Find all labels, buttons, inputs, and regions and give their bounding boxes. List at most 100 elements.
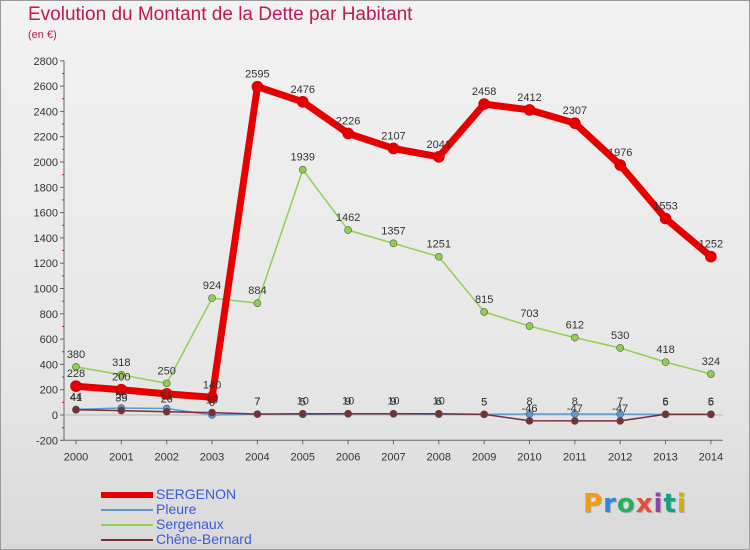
data-label: 228 xyxy=(67,368,85,380)
data-label: 9 xyxy=(390,396,396,408)
data-label: 5 xyxy=(662,396,668,408)
data-label: 318 xyxy=(112,357,130,369)
data-label: 884 xyxy=(248,285,266,297)
y-tick-label: 2600 xyxy=(34,81,58,93)
data-point xyxy=(480,308,488,316)
y-tick-label: 400 xyxy=(40,359,58,371)
data-point xyxy=(160,388,173,400)
x-tick-label: 2002 xyxy=(154,451,178,463)
data-label: 1357 xyxy=(381,225,405,237)
x-tick-label: 2000 xyxy=(64,451,88,463)
data-label: 10 xyxy=(297,396,309,408)
y-tick-label: 200 xyxy=(40,385,58,397)
data-point xyxy=(525,322,534,330)
data-label: 1251 xyxy=(427,239,451,251)
y-tick-label: 800 xyxy=(40,309,58,321)
data-label: 35 xyxy=(115,393,127,405)
data-point xyxy=(72,363,80,371)
x-tick-label: 2007 xyxy=(381,451,405,463)
data-point xyxy=(616,344,625,352)
data-label: 0 xyxy=(209,397,215,409)
data-label: 2412 xyxy=(517,92,541,104)
x-tick-label: 2005 xyxy=(291,451,315,463)
data-label: 324 xyxy=(702,356,720,368)
legend-label: Sergenaux xyxy=(156,516,224,532)
data-label: 10 xyxy=(387,396,399,408)
data-point xyxy=(523,104,536,116)
data-point xyxy=(569,117,581,129)
data-label: 5 xyxy=(300,396,306,408)
chart-unit-label: (en €) xyxy=(28,29,57,41)
data-label: 2307 xyxy=(563,105,587,117)
data-label: 51 xyxy=(161,391,173,403)
data-point xyxy=(162,379,171,388)
data-label: 1976 xyxy=(608,147,632,159)
data-label: 1553 xyxy=(653,201,677,213)
x-tick-label: 2012 xyxy=(608,451,632,463)
data-label: 612 xyxy=(566,320,584,332)
data-point xyxy=(434,409,443,418)
data-point xyxy=(296,95,309,108)
data-point xyxy=(432,151,445,163)
x-tick-label: 2014 xyxy=(699,451,723,463)
x-tick-label: 2009 xyxy=(472,451,496,463)
data-label: 8 xyxy=(526,396,532,408)
x-tick-label: 2011 xyxy=(563,451,587,463)
data-point xyxy=(162,407,171,416)
data-point xyxy=(616,417,625,425)
data-label: 7 xyxy=(617,396,623,408)
data-point xyxy=(117,370,126,379)
legend-swatch xyxy=(101,524,153,526)
data-label: 7 xyxy=(254,396,260,408)
data-label: 2476 xyxy=(291,84,315,96)
data-label: 5 xyxy=(481,396,487,408)
data-label: -46 xyxy=(522,403,538,415)
data-label: 2107 xyxy=(381,130,405,142)
x-tick-label: 2003 xyxy=(200,451,224,463)
legend-swatch xyxy=(101,539,153,541)
data-point xyxy=(434,252,443,261)
y-tick-label: 2200 xyxy=(34,132,58,144)
data-label: 55 xyxy=(115,390,127,402)
data-label: 2226 xyxy=(336,115,360,127)
data-point xyxy=(206,391,218,404)
data-label: 924 xyxy=(203,280,221,292)
y-tick-label: 1400 xyxy=(34,233,58,245)
data-label: 1252 xyxy=(699,239,723,251)
x-tick-label: 2004 xyxy=(245,451,269,463)
y-tick-label: 1000 xyxy=(34,284,58,296)
data-point xyxy=(344,409,352,418)
data-label: 10 xyxy=(342,396,354,408)
legend-label: Chêne-Bernard xyxy=(156,531,252,547)
data-label: 9 xyxy=(345,396,351,408)
x-tick-label: 2008 xyxy=(427,451,451,463)
data-point xyxy=(253,299,262,307)
data-point xyxy=(117,406,126,415)
data-point xyxy=(571,417,579,425)
data-label: 26 xyxy=(161,394,173,406)
data-label: 41 xyxy=(70,392,82,404)
data-label: 6 xyxy=(708,396,714,408)
data-label: 44 xyxy=(70,391,82,403)
data-label: 140 xyxy=(203,379,221,391)
data-label: 2458 xyxy=(472,86,496,98)
data-point xyxy=(614,159,627,171)
data-point xyxy=(208,294,216,302)
data-label: 200 xyxy=(112,372,130,384)
x-tick-label: 2010 xyxy=(517,451,541,463)
data-point xyxy=(298,165,307,174)
y-tick-label: 2800 xyxy=(34,56,58,68)
data-point xyxy=(389,409,398,418)
data-point xyxy=(342,127,354,140)
legend-swatch xyxy=(101,509,153,511)
y-tick-label: 600 xyxy=(40,334,58,346)
x-tick-label: 2013 xyxy=(653,451,677,463)
y-tick-label: -200 xyxy=(36,435,58,447)
data-point xyxy=(253,410,262,418)
series-line-2 xyxy=(75,168,712,385)
y-tick-label: 0 xyxy=(52,410,58,422)
data-point xyxy=(659,212,672,225)
data-point xyxy=(525,417,534,425)
